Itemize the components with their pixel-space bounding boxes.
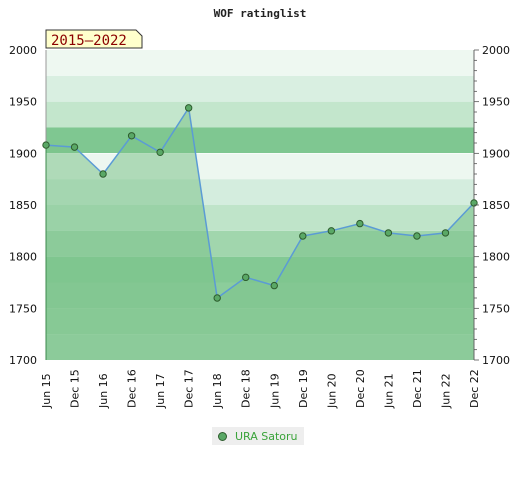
data-point (384, 229, 393, 237)
x-tick-label: Dec 21 (411, 369, 424, 408)
period-label: 2015–2022 (51, 33, 127, 49)
data-point (242, 273, 250, 282)
period-box: 2015–2022 (45, 29, 143, 49)
y-tick-label-left: 1900 (9, 147, 37, 160)
data-point (413, 232, 421, 240)
x-tick-labels: Jun 15 Dec 15 Jun 16 Dec 16 Jun 17 Dec 17 Jun … (40, 369, 481, 409)
background-band (46, 50, 474, 76)
data-point (327, 227, 336, 235)
legend-series-name: URA Satoru (235, 429, 298, 443)
y-tick-labels: 1700 1700 1750 1750 1800 1800 1850 1850 1900 1900… (9, 44, 510, 367)
data-point (299, 232, 307, 240)
x-tick-label: Jun 22 (439, 373, 452, 409)
data-point (99, 170, 107, 178)
data-point (441, 229, 450, 237)
y-tick-label-right: 2000 (482, 44, 510, 57)
legend-marker-icon (218, 431, 227, 441)
data-point (156, 148, 164, 157)
y-tick-label-left: 1750 (9, 302, 37, 315)
data-point (70, 143, 79, 151)
x-tick-label: Jun 19 (268, 373, 281, 409)
data-point (356, 219, 364, 228)
x-tick-label: Dec 17 (183, 369, 196, 408)
y-tick-label-left: 1850 (9, 199, 37, 212)
x-tick-label: Dec 22 (468, 369, 481, 408)
rating-area (46, 107, 474, 361)
data-point (127, 132, 136, 140)
x-tick-label: Dec 18 (240, 369, 253, 408)
y-tick-label-left: 2000 (9, 44, 37, 57)
data-point (213, 294, 221, 302)
y-tick-label-right: 1900 (482, 147, 510, 160)
x-tick-label: Jun 20 (325, 373, 338, 409)
background-band (46, 101, 474, 128)
rating-line (45, 105, 475, 300)
x-tick-label: Jun 15 (40, 373, 53, 409)
x-tick-label: Jun 18 (211, 373, 224, 409)
y-tick-label-right: 1850 (482, 199, 510, 212)
data-points (42, 104, 478, 360)
y-tick-label-left: 1700 (9, 354, 37, 367)
x-tick-label: Jun 21 (382, 373, 395, 409)
x-tick-label: Dec 20 (354, 369, 367, 408)
y-tick-label-right: 1800 (482, 251, 510, 264)
background-band (46, 75, 474, 102)
y-tick-label-left: 1800 (9, 251, 37, 264)
data-point (270, 281, 278, 290)
y-tick-label-right: 1750 (482, 302, 510, 315)
chart-title: WOF ratinglist (214, 7, 307, 20)
x-tick-label: Jun 16 (97, 373, 110, 409)
legend: URA Satoru (212, 427, 304, 445)
y-tick-label-right: 1700 (482, 354, 510, 367)
y-tick-label-left: 1950 (9, 96, 37, 109)
data-point (42, 141, 50, 149)
x-tick-label: Dec 16 (126, 369, 139, 408)
x-tick-label: Jun 17 (154, 373, 167, 409)
x-tick-label: Dec 15 (69, 369, 82, 408)
data-point (184, 104, 193, 112)
background-band (46, 127, 474, 154)
y-tick-label-right: 1950 (482, 96, 510, 109)
x-tick-label: Dec 19 (297, 369, 310, 408)
data-point (470, 199, 478, 207)
